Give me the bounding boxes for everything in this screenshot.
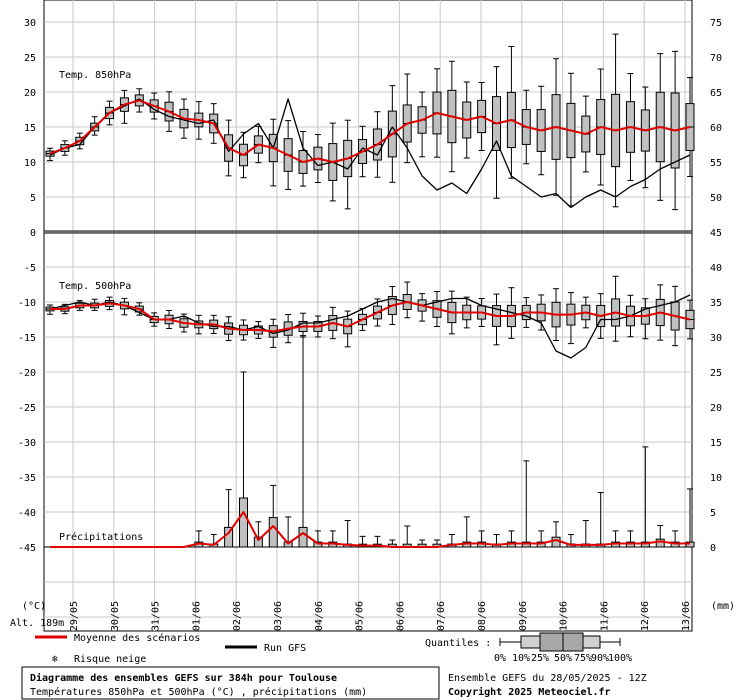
quantile-label: 75% [574, 653, 592, 664]
copyright-label: Copyright 2025 Meteociel.fr [448, 686, 611, 698]
date-label: 08/06 [477, 601, 488, 631]
precip-box [625, 541, 635, 548]
precip-box [253, 536, 263, 548]
right-tick-label: 0 [710, 543, 716, 554]
right-tick-label: 45 [710, 228, 722, 239]
left-tick-label: 5 [30, 193, 36, 204]
date-label: 09/06 [518, 601, 529, 631]
right-tick-label: 10 [710, 473, 722, 484]
chart-title: Diagramme des ensembles GEFS sur 384h po… [30, 672, 337, 684]
precip-box [536, 541, 546, 548]
chart-subtitle: Températures 850hPa et 500hPa (°C) , pré… [30, 686, 367, 698]
panel-label-precip: Précipitations [59, 531, 143, 543]
unit-left: (°C) [22, 601, 46, 612]
date-label: 05/06 [355, 601, 366, 631]
t500-mean-line [50, 301, 691, 333]
right-tick-label: 70 [710, 53, 722, 64]
t850-gfs-line [49, 98, 691, 209]
series-lines [49, 98, 691, 548]
unit-right: (mm) [711, 601, 735, 612]
date-label: 12/06 [640, 601, 651, 631]
date-label: 06/06 [395, 601, 406, 631]
legend-gfs-label: Run GFS [264, 643, 306, 654]
quantile-label: 10% [512, 653, 530, 664]
title-box [21, 666, 440, 700]
right-tick-label: 75 [710, 18, 722, 29]
date-label: 03/06 [273, 601, 284, 631]
left-tick-label: -25 [18, 403, 36, 414]
right-tick-label: 30 [710, 333, 722, 344]
left-tick-label: -45 [18, 543, 36, 554]
right-tick-label: 50 [710, 193, 722, 204]
date-label: 13/06 [681, 601, 692, 631]
left-tick-label: 20 [24, 88, 36, 99]
right-tick-label: 25 [710, 368, 722, 379]
tick-labels: 302520151050-5-10-15-20-25-30-35-40-4575… [10, 18, 735, 631]
date-label: 10/06 [559, 601, 570, 631]
legend: Moyenne des scénarios Run GFS ❄ Risque neig… [21, 632, 647, 700]
box-plots [45, 33, 695, 548]
quantile-iqr-box [539, 632, 584, 652]
right-tick-label: 60 [710, 123, 722, 134]
run-label: Ensemble GEFS du 28/05/2025 - 12Z [448, 673, 647, 684]
panel-label-t500: Temp. 500hPa [59, 281, 131, 292]
quantile-label: 50% [554, 653, 572, 664]
right-tick-label: 20 [710, 403, 722, 414]
precip-box [521, 541, 531, 548]
left-tick-label: -30 [18, 438, 36, 449]
precip-box [298, 526, 308, 548]
date-label: 07/06 [436, 601, 447, 631]
quantile-label: 25% [531, 653, 549, 664]
right-tick-label: 5 [710, 508, 716, 519]
precip-box [685, 541, 695, 548]
altitude-label: Alt. 189m [10, 618, 64, 629]
precip-box [670, 541, 680, 548]
t500-gfs-line [49, 294, 691, 359]
date-label: 01/06 [191, 601, 202, 631]
date-label: 04/06 [314, 601, 325, 631]
right-tick-label: 35 [710, 298, 722, 309]
left-tick-label: -20 [18, 368, 36, 379]
snowflake-icon: ❄ [52, 654, 59, 665]
legend-snow-label: Risque neige [74, 654, 146, 665]
quantile-label: 90% [591, 653, 609, 664]
precip-box [551, 536, 561, 548]
left-tick-label: -15 [18, 333, 36, 344]
date-label: 02/06 [232, 601, 243, 631]
precip-box [238, 497, 248, 548]
precip-box [268, 517, 278, 548]
precip-box [655, 538, 665, 548]
date-label: 31/05 [151, 601, 162, 631]
quantile-label: 100% [608, 653, 632, 664]
date-label: 30/05 [110, 601, 121, 631]
t850-mean-line [49, 99, 691, 163]
date-label: 29/05 [69, 601, 80, 631]
precip-box [313, 541, 323, 548]
left-tick-label: -5 [24, 263, 36, 274]
quantiles-title: Quantiles : [425, 638, 491, 649]
date-label: 11/06 [599, 601, 610, 631]
panel-label-t850: Temp. 850hPa [59, 70, 131, 81]
left-tick-label: 15 [24, 123, 36, 134]
right-tick-label: 55 [710, 158, 722, 169]
left-tick-label: 0 [30, 228, 36, 239]
left-tick-label: -40 [18, 508, 36, 519]
legend-mean-label: Moyenne des scénarios [74, 632, 200, 644]
right-tick-label: 40 [710, 263, 722, 274]
left-tick-label: 25 [24, 53, 36, 64]
right-tick-label: 15 [710, 438, 722, 449]
left-tick-label: 30 [24, 18, 36, 29]
left-tick-label: -10 [18, 298, 36, 309]
right-tick-label: 65 [710, 88, 722, 99]
quantile-label: 0% [494, 653, 506, 664]
precip-box [640, 541, 650, 548]
precip-mean-line [50, 511, 690, 548]
left-tick-label: -35 [18, 473, 36, 484]
left-tick-label: 10 [24, 158, 36, 169]
